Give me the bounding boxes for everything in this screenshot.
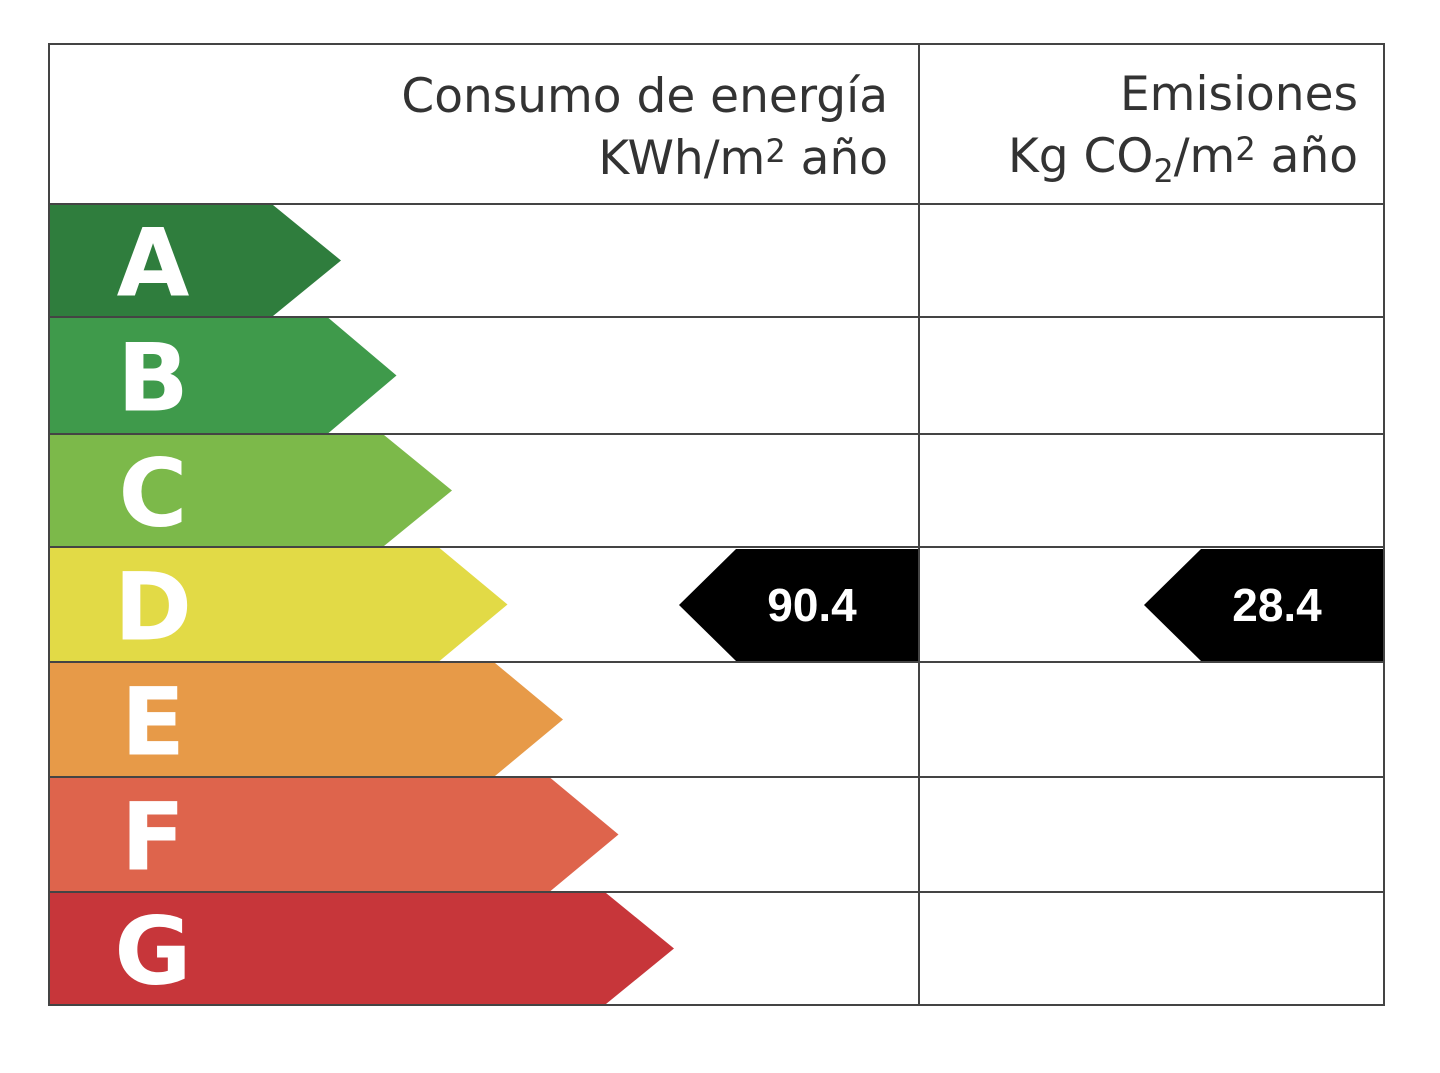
class-g-letter: G — [114, 898, 191, 1007]
class-e-row: E — [49, 663, 563, 778]
emisiones-title: Emisiones — [1120, 67, 1358, 122]
class-a-arrow — [49, 205, 341, 316]
table-grid — [48, 43, 1385, 1006]
class-e-arrow — [49, 663, 563, 776]
class-c-letter: C — [119, 440, 188, 549]
class-g-arrow — [49, 893, 674, 1004]
consumo-rating-arrow — [679, 549, 919, 661]
consumo-rating-marker: 90.4 — [679, 549, 919, 661]
class-a-row: A — [49, 205, 341, 319]
class-b-row: B — [49, 318, 397, 434]
class-a-letter: A — [117, 210, 190, 319]
class-c-arrow — [49, 435, 452, 546]
consumo-title: Consumo de energía — [401, 69, 888, 124]
class-f-arrow — [49, 778, 619, 891]
class-d-row: D — [49, 548, 508, 663]
table-border — [48, 43, 1385, 1006]
emisiones-unit: Kg CO2/m2 año — [1008, 129, 1358, 190]
consumo-unit: KWh/m2 año — [598, 131, 888, 186]
emisiones-rating-arrow — [1144, 549, 1384, 661]
class-b-letter: B — [117, 325, 189, 434]
class-c-row: C — [49, 435, 452, 549]
class-e-letter: E — [121, 669, 185, 778]
rating-markers: 90.4 28.4 — [679, 549, 1384, 661]
class-f-letter: F — [121, 784, 185, 893]
class-d-arrow — [49, 548, 508, 661]
class-f-row: F — [49, 778, 619, 893]
class-d-letter: D — [114, 554, 192, 663]
class-b-arrow — [49, 318, 397, 433]
consumo-rating-value: 90.4 — [767, 579, 857, 631]
class-g-row: G — [49, 893, 674, 1007]
emisiones-rating-marker: 28.4 — [1144, 549, 1384, 661]
emisiones-rating-value: 28.4 — [1232, 579, 1322, 631]
